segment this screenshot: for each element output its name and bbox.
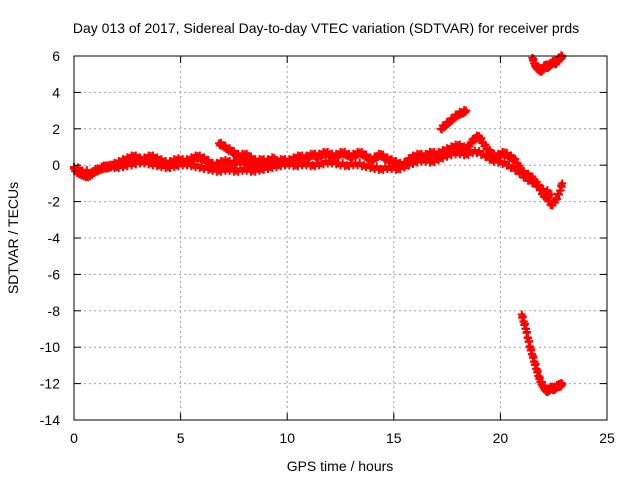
y-axis-label: SDTVAR / TECUs (5, 182, 21, 294)
data-point (511, 155, 520, 164)
data-point (483, 151, 492, 160)
x-tick-label: 0 (70, 430, 78, 446)
x-tick-label: 10 (279, 430, 295, 446)
series-bottom-right-cluster (517, 310, 567, 396)
axis-ticks: 0 5 10 15 20 25 -14 -12 -10 -8 -6 -4 -2 0 2 4 6 (40, 48, 615, 446)
data-point (555, 190, 564, 199)
y-tick-label: -10 (40, 339, 60, 355)
y-tick-label: -6 (48, 266, 61, 282)
data-points (70, 51, 567, 396)
y-tick-label: -8 (48, 303, 61, 319)
data-point (534, 180, 543, 189)
data-point (558, 379, 567, 388)
data-point (462, 106, 471, 115)
data-point (477, 134, 486, 143)
x-tick-label: 5 (177, 430, 185, 446)
data-point (552, 195, 561, 204)
data-point (547, 190, 556, 199)
series-top-right-cluster (528, 51, 567, 76)
data-point (481, 140, 490, 149)
data-point (558, 179, 567, 188)
data-point (485, 146, 494, 155)
y-tick-label: 4 (52, 84, 60, 100)
x-tick-label: 25 (599, 430, 615, 446)
x-axis-label: GPS time / hours (287, 458, 394, 474)
data-point (270, 153, 279, 162)
y-tick-label: -2 (48, 194, 61, 210)
data-point (517, 168, 526, 177)
y-tick-label: 2 (52, 121, 60, 137)
series-rising-arm (436, 106, 471, 134)
series-upper-hump (214, 138, 279, 167)
y-tick-label: 0 (52, 157, 60, 173)
data-point (543, 186, 552, 195)
y-tick-label: -14 (40, 412, 60, 428)
y-tick-label: -12 (40, 376, 60, 392)
x-tick-label: 15 (386, 430, 402, 446)
y-tick-label: -4 (48, 230, 61, 246)
data-point (509, 162, 518, 171)
x-tick-label: 20 (493, 430, 509, 446)
chart-title: Day 013 of 2017, Sidereal Day-to-day VTE… (73, 20, 579, 36)
y-tick-label: 6 (52, 48, 60, 64)
data-point (526, 175, 535, 184)
series-lower-band (70, 146, 556, 199)
